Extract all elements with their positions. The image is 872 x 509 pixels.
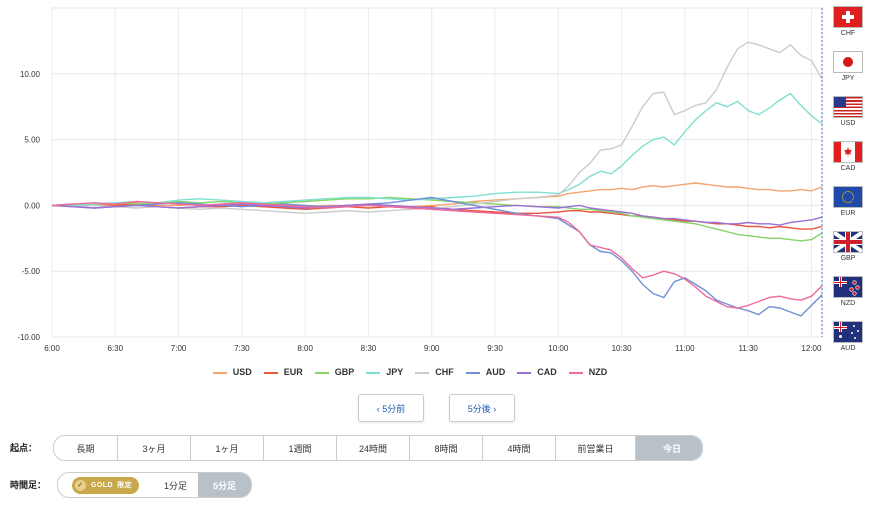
plot-area: [51, 7, 823, 338]
chart-legend: USD EUR GBP JPY CHF AUD CAD NZD: [0, 367, 820, 377]
x-tick-label: 8:00: [297, 344, 313, 353]
x-tick-label: 9:30: [487, 344, 503, 353]
legend-swatch: [517, 371, 532, 374]
flag-item-cad[interactable]: CAD: [829, 141, 867, 173]
y-tick-label: 5.00: [24, 136, 40, 145]
chart-axes: 10.00 5.00 0.00 -5.00 -10.00 6:00 6:30 7:00 7:30…: [17, 8, 823, 353]
flag-eu-icon: [833, 186, 863, 208]
range-option-0[interactable]: 長期: [76, 443, 95, 454]
flag-australia-icon: [833, 321, 863, 343]
flag-code-label: GBP: [840, 255, 856, 262]
y-tick-label: 0.00: [24, 201, 40, 210]
x-tick-label: 11:30: [738, 344, 758, 353]
flag-item-aud[interactable]: AUD: [829, 321, 867, 353]
x-tick-label: 7:30: [234, 344, 250, 353]
series-line-cad: [51, 203, 823, 226]
x-tick-label: 6:00: [44, 344, 60, 353]
x-tick-label: 6:30: [107, 344, 123, 353]
legend-swatch: [212, 371, 227, 374]
y-tick-label: -5.00: [22, 267, 41, 276]
x-tick-label: 8:30: [361, 344, 377, 353]
legend-swatch: [263, 371, 278, 374]
flag-code-label: JPY: [841, 75, 855, 82]
flag-item-gbp[interactable]: GBP: [829, 231, 867, 263]
range-selector: 長期 3ヶ月 1ヶ月 1週間 24時間 8時間 4時間 前営業日 今日: [53, 435, 703, 461]
flag-code-label: EUR: [840, 210, 856, 217]
flag-switzerland-icon: [833, 6, 863, 28]
gold-limited-badge: ✓ GOLD 限定: [58, 473, 153, 497]
flag-item-usd[interactable]: USD: [829, 96, 867, 128]
range-option-1[interactable]: 3ヶ月: [117, 436, 190, 460]
x-tick-label: 12:00: [801, 344, 822, 353]
chart-grid: [51, 7, 823, 338]
flag-code-label: AUD: [840, 345, 856, 352]
legend-label: AUD: [485, 367, 506, 377]
flag-canada-icon: [833, 141, 863, 163]
flag-usa-icon: [833, 96, 863, 118]
flag-code-label: USD: [840, 120, 856, 127]
series-line-nzd: [51, 200, 823, 309]
range-option-6[interactable]: 4時間: [482, 436, 555, 460]
timeframe-selector: ✓ GOLD 限定 1分足 5分足: [57, 472, 252, 498]
legend-swatch: [465, 371, 480, 374]
flag-item-chf[interactable]: CHF: [829, 6, 867, 38]
legend-item-aud[interactable]: AUD: [465, 367, 506, 377]
gold-limited-text: 限定: [117, 482, 133, 489]
range-option-7[interactable]: 前営業日: [555, 436, 635, 460]
timeframe-label: 時間足：: [10, 480, 47, 490]
range-option-8[interactable]: 今日: [635, 436, 702, 460]
series-line-jpy: [52, 92, 823, 207]
gold-text: GOLD: [90, 481, 114, 489]
flag-code-label: CHF: [840, 30, 856, 37]
legend-item-cad[interactable]: CAD: [517, 367, 557, 377]
y-tick-label: 10.00: [20, 70, 41, 79]
flag-uk-icon: [833, 231, 863, 253]
legend-item-chf[interactable]: CHF: [415, 367, 454, 377]
x-tick-label: 10:00: [548, 344, 569, 353]
legend-item-eur[interactable]: EUR: [263, 367, 303, 377]
legend-swatch: [366, 371, 381, 374]
x-tick-label: 10:30: [612, 344, 633, 353]
flag-item-nzd[interactable]: NZD: [829, 276, 867, 308]
series-line-eur: [51, 203, 823, 230]
flag-item-jpy[interactable]: JPY: [829, 51, 867, 83]
currency-strength-chart: 10.00 5.00 0.00 -5.00 -10.00 6:00 6:30 7:00 7:30…: [17, 7, 823, 353]
flag-new-zealand-icon: [833, 276, 863, 298]
flag-item-eur[interactable]: EUR: [829, 186, 867, 218]
gold-medal-icon: ✓: [74, 479, 86, 491]
legend-label: GBP: [334, 367, 355, 377]
x-tick-label: 11:00: [675, 344, 695, 353]
range-option-2[interactable]: 1ヶ月: [190, 436, 263, 460]
x-tick-label: 7:00: [171, 344, 187, 353]
legend-label: JPY: [386, 367, 404, 377]
timeframe-1min-button[interactable]: 1分足: [163, 480, 187, 491]
range-option-3[interactable]: 1週間: [263, 436, 336, 460]
legend-swatch: [415, 371, 430, 374]
legend-label: CHF: [435, 367, 454, 377]
chart-series: [51, 41, 823, 317]
range-option-5[interactable]: 8時間: [409, 436, 482, 460]
legend-swatch: [568, 371, 583, 374]
prev-5min-button[interactable]: ‹ 5分前: [358, 394, 424, 422]
legend-label: CAD: [537, 367, 557, 377]
legend-item-usd[interactable]: USD: [212, 367, 252, 377]
legend-label: NZD: [588, 367, 608, 377]
y-tick-label: -10.00: [17, 333, 40, 342]
x-tick-label: 9:00: [424, 344, 440, 353]
legend-swatch: [314, 371, 329, 374]
flag-code-label: NZD: [840, 300, 856, 307]
flag-japan-icon: [833, 51, 863, 73]
legend-item-gbp[interactable]: GBP: [314, 367, 355, 377]
next-5min-button[interactable]: 5分後 ›: [449, 394, 515, 422]
legend-label: USD: [232, 367, 252, 377]
legend-label: EUR: [283, 367, 303, 377]
timeframe-5min-button[interactable]: 5分足: [198, 473, 251, 497]
range-option-4[interactable]: 24時間: [336, 436, 409, 460]
legend-item-nzd[interactable]: NZD: [568, 367, 608, 377]
series-line-chf: [51, 41, 823, 215]
range-label: 起点：: [10, 443, 38, 453]
legend-item-jpy[interactable]: JPY: [366, 367, 403, 377]
flag-code-label: CAD: [840, 165, 856, 172]
